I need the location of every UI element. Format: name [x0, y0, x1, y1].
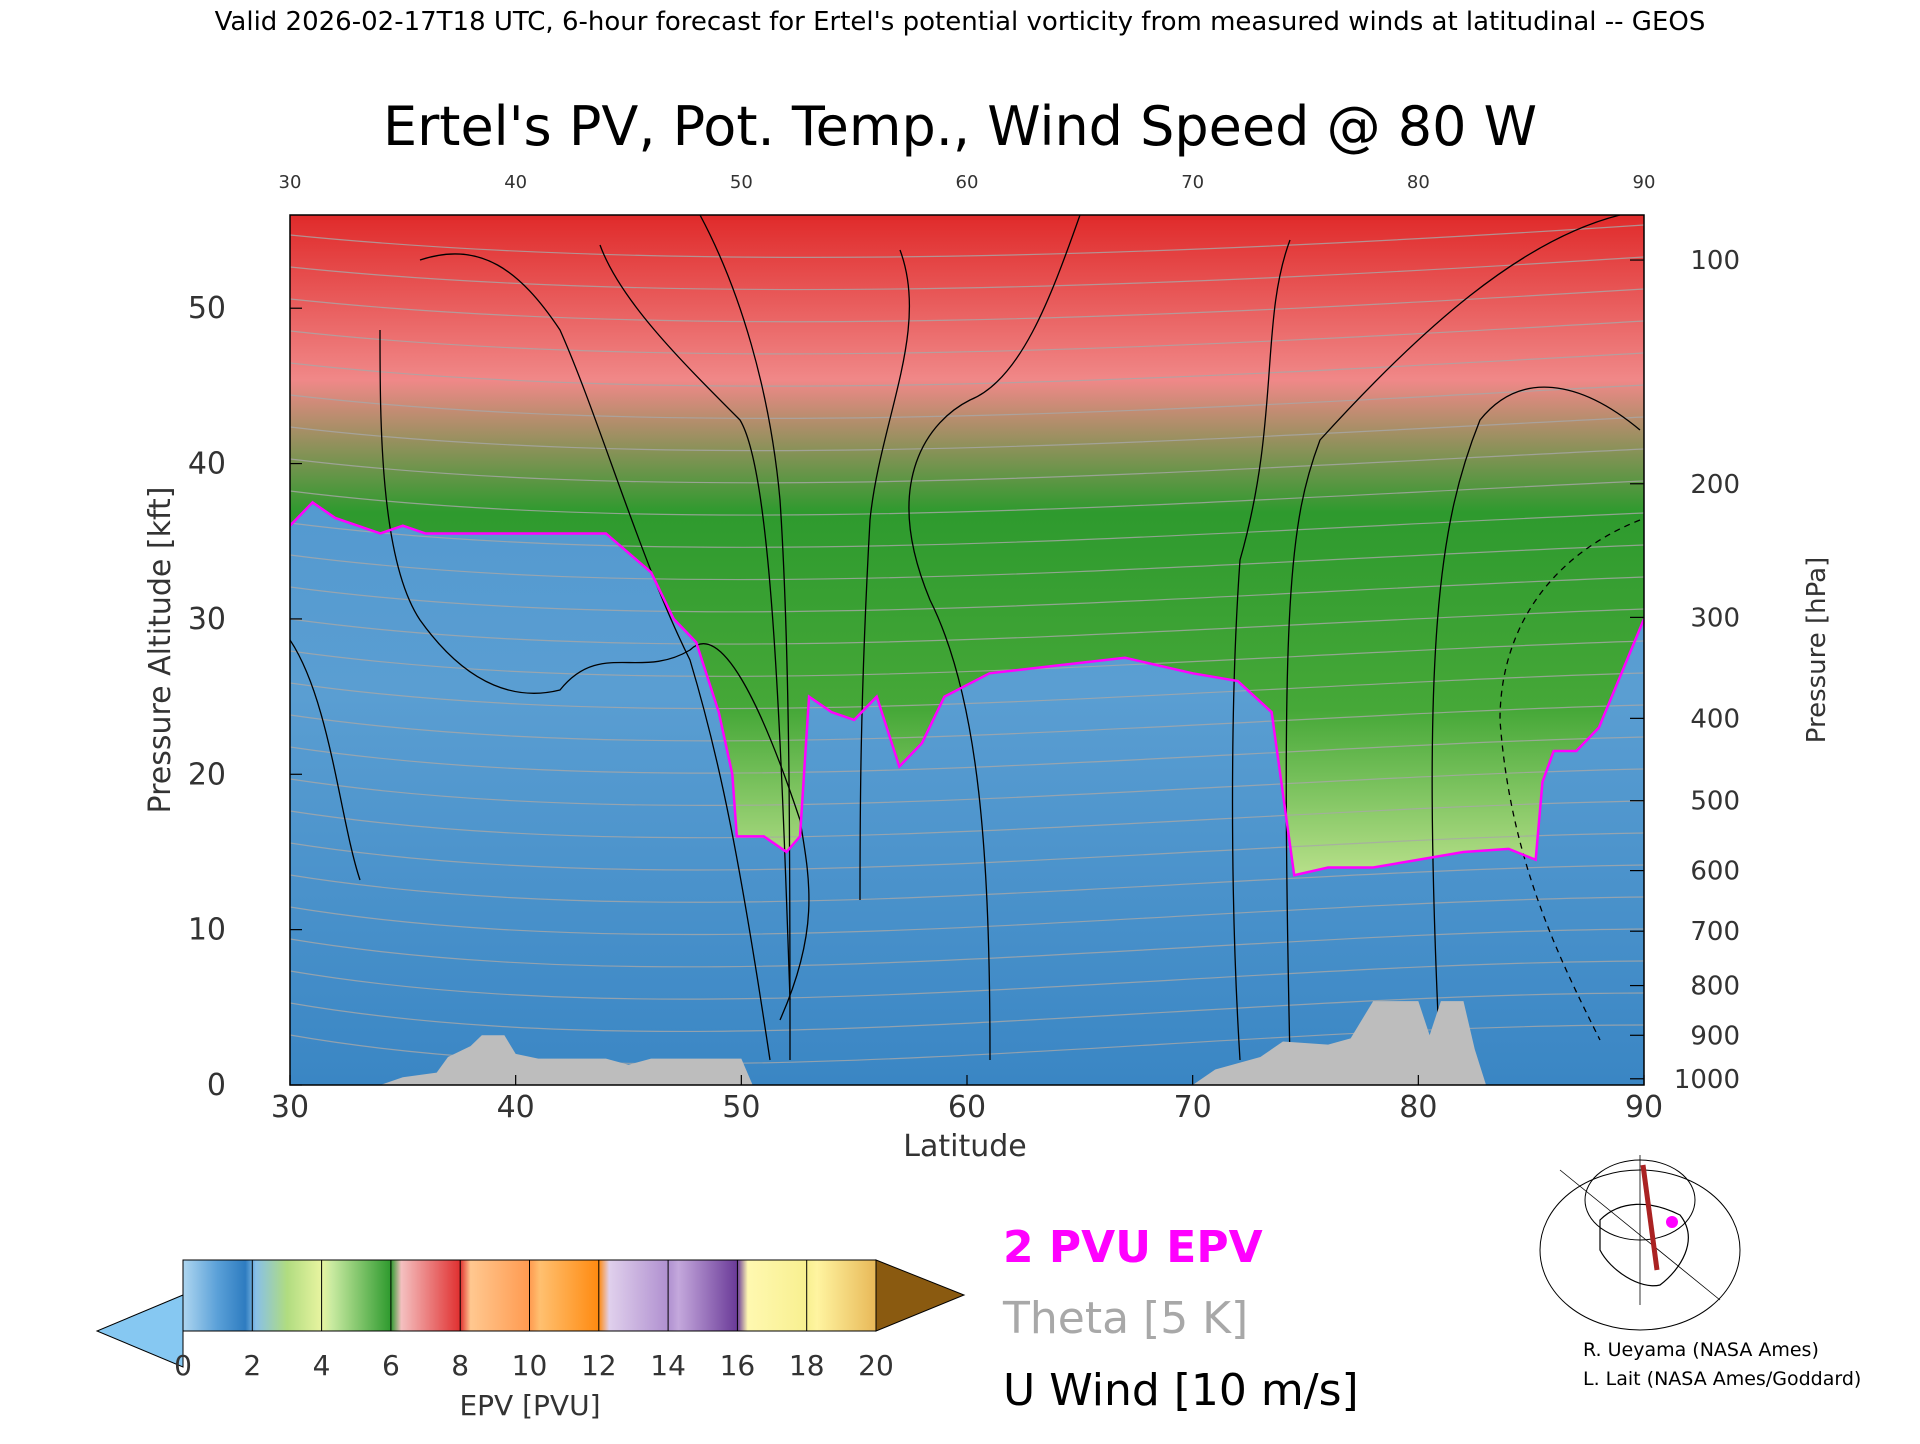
inset-location-map — [1539, 1155, 1741, 1331]
colorbar-tick-label: 14 — [650, 1349, 686, 1382]
colorbar-tick-label: 16 — [720, 1349, 756, 1382]
pressure-tick-label: 600 — [1690, 857, 1740, 887]
legend: 2 PVU EPV Theta [5 K] U Wind [10 m/s] — [1002, 1222, 1359, 1416]
pressure-tick-label: 300 — [1690, 603, 1740, 633]
theta-contour-line — [290, 512, 1644, 548]
theta-contour-line — [290, 288, 1644, 323]
2pvu-tropopause-line — [290, 500, 1644, 877]
colorbar-tick-label: 6 — [382, 1349, 400, 1382]
top-axis-ticks: 30 40 50 60 70 80 90 — [279, 172, 1656, 193]
y-tick-label: 50 — [188, 291, 226, 326]
top-tick-label: 50 — [730, 172, 753, 193]
legend-item-2pvu: 2 PVU EPV — [1003, 1222, 1263, 1273]
colorbar-ticks: 0 2 4 6 8 10 12 14 16 18 20 — [174, 1260, 894, 1382]
pressure-tick-label: 200 — [1690, 470, 1740, 500]
inset-map-meridian-2 — [1559, 1169, 1721, 1301]
colorbar-tick-label: 8 — [451, 1349, 469, 1382]
pressure-axis-ticks: 1000 900 800 700 600 500 400 300 200 100 — [1630, 246, 1740, 1095]
x-tick-label: 60 — [948, 1090, 986, 1125]
plot-area — [290, 215, 1644, 1085]
x-tick-label: 70 — [1174, 1090, 1212, 1125]
chart-title: Ertel's PV, Pot. Temp., Wind Speed @ 80 … — [383, 95, 1537, 158]
colorbar-tick-label: 0 — [174, 1349, 192, 1382]
y-tick-label: 30 — [188, 602, 226, 637]
colorbar-tick-label: 2 — [243, 1349, 261, 1382]
x-tick-label: 90 — [1625, 1090, 1663, 1125]
theta-contour-line — [290, 640, 1644, 677]
pressure-tick-label: 1000 — [1674, 1065, 1740, 1095]
y-axis-ticks: 0 10 20 30 40 50 — [188, 291, 302, 1103]
colorbar-tick-label: 4 — [313, 1349, 331, 1382]
pressure-tick-label: 700 — [1690, 917, 1740, 947]
theta-contour-line — [290, 576, 1644, 613]
y-tick-label: 40 — [188, 447, 226, 482]
colorbar: 0 2 4 6 8 10 12 14 16 18 20 EPV [PVU] — [95, 1259, 966, 1422]
top-tick-label: 70 — [1181, 172, 1204, 193]
valid-time-header: Valid 2026-02-17T18 UTC, 6-hour forecast… — [215, 7, 1706, 37]
theta-contour-line — [290, 992, 1644, 1032]
colorbar-tick-label: 10 — [512, 1349, 548, 1382]
pressure-tick-label: 800 — [1690, 972, 1740, 1002]
theta-contour-line — [290, 896, 1644, 936]
colorbar-label: EPV [PVU] — [459, 1389, 600, 1422]
theta-contour-line — [290, 544, 1644, 581]
theta-contour-line — [290, 864, 1644, 903]
pressure-tick-label: 500 — [1690, 787, 1740, 817]
legend-item-u-wind: U Wind [10 m/s] — [1003, 1365, 1359, 1416]
x-tick-label: 50 — [722, 1090, 760, 1125]
y-tick-label: 0 — [207, 1068, 226, 1103]
theta-contour-line — [290, 352, 1644, 387]
theta-contour-line — [290, 224, 1644, 258]
x-axis-label: Latitude — [903, 1129, 1026, 1164]
theta-contour-line — [290, 480, 1644, 516]
colorbar-under-arrow — [95, 1294, 184, 1368]
y-axis-label: Pressure Altitude [kft] — [143, 487, 178, 814]
theta-contour-line — [290, 768, 1644, 807]
theta-contour-line — [290, 736, 1644, 774]
theta-contour-line — [290, 800, 1644, 839]
x-tick-label: 80 — [1399, 1090, 1437, 1125]
u-wind-contours — [290, 215, 1641, 1061]
top-tick-label: 80 — [1407, 172, 1430, 193]
top-tick-label: 60 — [956, 172, 979, 193]
x-axis-ticks: 30 40 50 60 70 80 90 — [271, 1075, 1663, 1125]
colorbar-tick-label: 12 — [581, 1349, 617, 1382]
pressure-tick-label: 400 — [1690, 704, 1740, 734]
theta-contour-line — [290, 832, 1644, 871]
theta-contour-line — [290, 672, 1644, 710]
credit-line-2: L. Lait (NASA Ames/Goddard) — [1583, 1368, 1861, 1390]
inset-map-marker — [1666, 1216, 1678, 1228]
theta-contour-line — [290, 448, 1644, 484]
inset-map-section-track — [1640, 1164, 1660, 1271]
colorbar-tick-label: 18 — [789, 1349, 825, 1382]
legend-item-theta: Theta [5 K] — [1002, 1293, 1248, 1344]
pressure-tick-label: 900 — [1690, 1021, 1740, 1051]
terrain — [380, 1001, 1487, 1085]
theta-contour-line — [290, 416, 1644, 452]
theta-contour-line — [290, 960, 1644, 1000]
theta-contour-line — [290, 320, 1644, 355]
top-tick-label: 90 — [1633, 172, 1656, 193]
top-tick-label: 30 — [279, 172, 302, 193]
colorbar-over-arrow — [875, 1259, 966, 1332]
theta-contours — [290, 224, 1644, 1065]
pressure-tick-label: 100 — [1690, 246, 1740, 276]
epv-band-low — [290, 215, 1644, 876]
colorbar-tick-label: 20 — [858, 1349, 894, 1382]
x-tick-label: 40 — [497, 1090, 535, 1125]
theta-contour-line — [290, 704, 1644, 742]
theta-contour-line — [290, 256, 1644, 291]
y-tick-label: 10 — [188, 913, 226, 948]
y-tick-label: 20 — [188, 757, 226, 792]
credit-line-1: R. Ueyama (NASA Ames) — [1583, 1339, 1819, 1361]
theta-contour-line — [290, 928, 1644, 968]
x-tick-label: 30 — [271, 1090, 309, 1125]
inset-map-coastline — [1599, 1203, 1689, 1287]
top-tick-label: 40 — [504, 172, 527, 193]
pressure-axis-label: Pressure [hPa] — [1802, 557, 1832, 744]
